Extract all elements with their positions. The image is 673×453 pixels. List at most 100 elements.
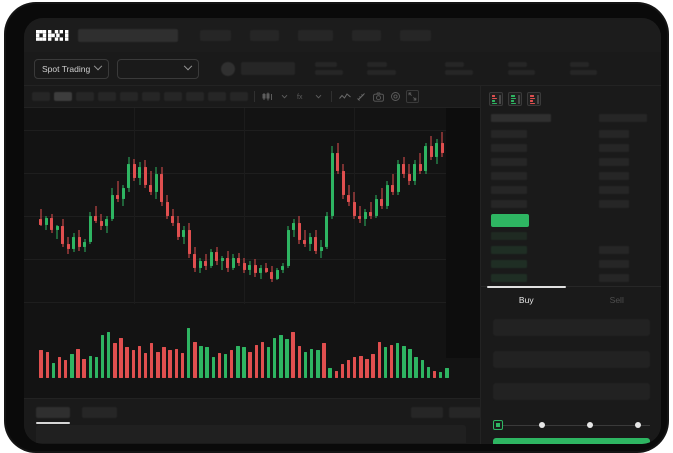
volume-bar (420, 359, 425, 378)
orders-action-1[interactable] (449, 407, 481, 418)
volume-bar (371, 354, 375, 378)
timeframe-button-3[interactable] (98, 92, 116, 101)
candle (77, 229, 81, 251)
candle (303, 229, 307, 248)
candle (270, 266, 274, 283)
submit-order-button[interactable] (493, 438, 650, 444)
timeframe-button-9[interactable] (230, 92, 248, 101)
stepper-handle[interactable] (493, 420, 503, 430)
order-book-row[interactable] (599, 158, 629, 166)
volume-bar (346, 359, 351, 378)
chevron-down-icon[interactable] (312, 90, 325, 103)
price-field[interactable] (493, 351, 650, 368)
order-book-row[interactable] (599, 172, 629, 180)
device-bezel: Spot Trading (6, 4, 667, 451)
timeframe-button-7[interactable] (186, 92, 204, 101)
indicator-icon[interactable]: fx (295, 90, 308, 103)
order-book-row[interactable] (491, 200, 527, 208)
order-book-row[interactable] (491, 186, 527, 194)
timeframe-button-2[interactable] (76, 92, 94, 101)
orders-action-0[interactable] (411, 407, 443, 418)
stepper-node[interactable] (539, 422, 545, 428)
volume-bar (248, 351, 252, 378)
volume-bar (113, 343, 117, 378)
orders-tab-0[interactable] (36, 407, 70, 418)
stepper-node[interactable] (635, 422, 641, 428)
okx-logo[interactable] (36, 29, 70, 41)
sell-depth-icon[interactable] (527, 92, 541, 106)
price-chart[interactable] (24, 108, 480, 398)
orders-tab-1[interactable] (82, 407, 117, 418)
order-book-row[interactable] (491, 274, 527, 282)
order-book-row[interactable] (491, 130, 527, 138)
order-book-row[interactable] (491, 232, 527, 240)
order-book-row[interactable] (599, 130, 629, 138)
volume-bar (199, 346, 203, 378)
chevron-down-icon[interactable] (278, 90, 291, 103)
order-book-rows[interactable] (481, 114, 661, 282)
order-book-row[interactable] (599, 274, 629, 282)
ticker-stat-value (508, 70, 536, 75)
candle (440, 132, 444, 157)
timeframe-button-5[interactable] (142, 92, 160, 101)
order-book-row[interactable] (599, 200, 629, 208)
camera-icon[interactable] (372, 90, 385, 103)
coin-icon (221, 61, 236, 76)
trading-pair-selector[interactable] (117, 58, 200, 79)
order-book-row[interactable] (599, 144, 629, 152)
order-book-row[interactable] (491, 144, 527, 152)
nav-item-2[interactable] (298, 29, 333, 41)
line-chart-icon[interactable] (338, 90, 351, 103)
nav-item-4[interactable] (400, 29, 431, 41)
order-book-row[interactable] (491, 246, 527, 254)
order-type-field[interactable] (493, 319, 650, 336)
timeframe-button-8[interactable] (208, 92, 226, 101)
timeframe-button-0[interactable] (32, 92, 50, 101)
candle (435, 139, 439, 164)
amount-percent-stepper[interactable] (493, 420, 650, 430)
ruler-icon[interactable] (355, 90, 368, 103)
volume-bar (426, 366, 431, 378)
chart-gridline (24, 302, 480, 303)
volume-bar (279, 334, 283, 378)
nav-item-1[interactable] (250, 29, 279, 41)
candle (138, 162, 142, 185)
fullscreen-icon[interactable] (406, 90, 419, 103)
tab-buy[interactable]: Buy (481, 286, 572, 312)
chevron-down-icon (93, 61, 103, 70)
order-book-row[interactable] (491, 260, 527, 268)
candle (259, 264, 263, 279)
timeframe-button-4[interactable] (120, 92, 138, 101)
stepper-node[interactable] (587, 422, 593, 428)
order-book-row[interactable] (599, 260, 629, 268)
tab-sell[interactable]: Sell (572, 287, 662, 312)
order-book-row[interactable] (491, 158, 527, 166)
chart-gridline (24, 216, 480, 217)
nav-item-3[interactable] (352, 29, 381, 41)
volume-bar (94, 357, 99, 378)
candle (50, 214, 54, 234)
gear-icon[interactable] (389, 90, 402, 103)
nav-item-0[interactable] (200, 29, 231, 41)
candle (149, 170, 153, 196)
global-search-input[interactable] (78, 28, 178, 42)
candlestick-icon[interactable] (261, 90, 274, 103)
timeframe-button-6[interactable] (164, 92, 182, 101)
order-book-row[interactable] (599, 186, 629, 194)
volume-bar (352, 357, 357, 378)
volume-bar (143, 353, 148, 378)
both-depth-icon[interactable] (489, 92, 503, 106)
order-book-row[interactable] (599, 246, 629, 254)
candle (55, 224, 59, 239)
candle (127, 156, 131, 192)
volume-bar (297, 346, 302, 378)
ticker-stat-0 (315, 62, 344, 75)
amount-field[interactable] (493, 383, 650, 400)
toolbar-divider (254, 91, 255, 102)
candle (396, 160, 400, 196)
buy-depth-icon[interactable] (508, 92, 522, 106)
timeframe-button-1[interactable] (54, 92, 72, 101)
market-type-selector[interactable]: Spot Trading (34, 58, 110, 79)
order-book-spread-highlight[interactable] (491, 214, 529, 227)
order-book-row[interactable] (491, 172, 527, 180)
